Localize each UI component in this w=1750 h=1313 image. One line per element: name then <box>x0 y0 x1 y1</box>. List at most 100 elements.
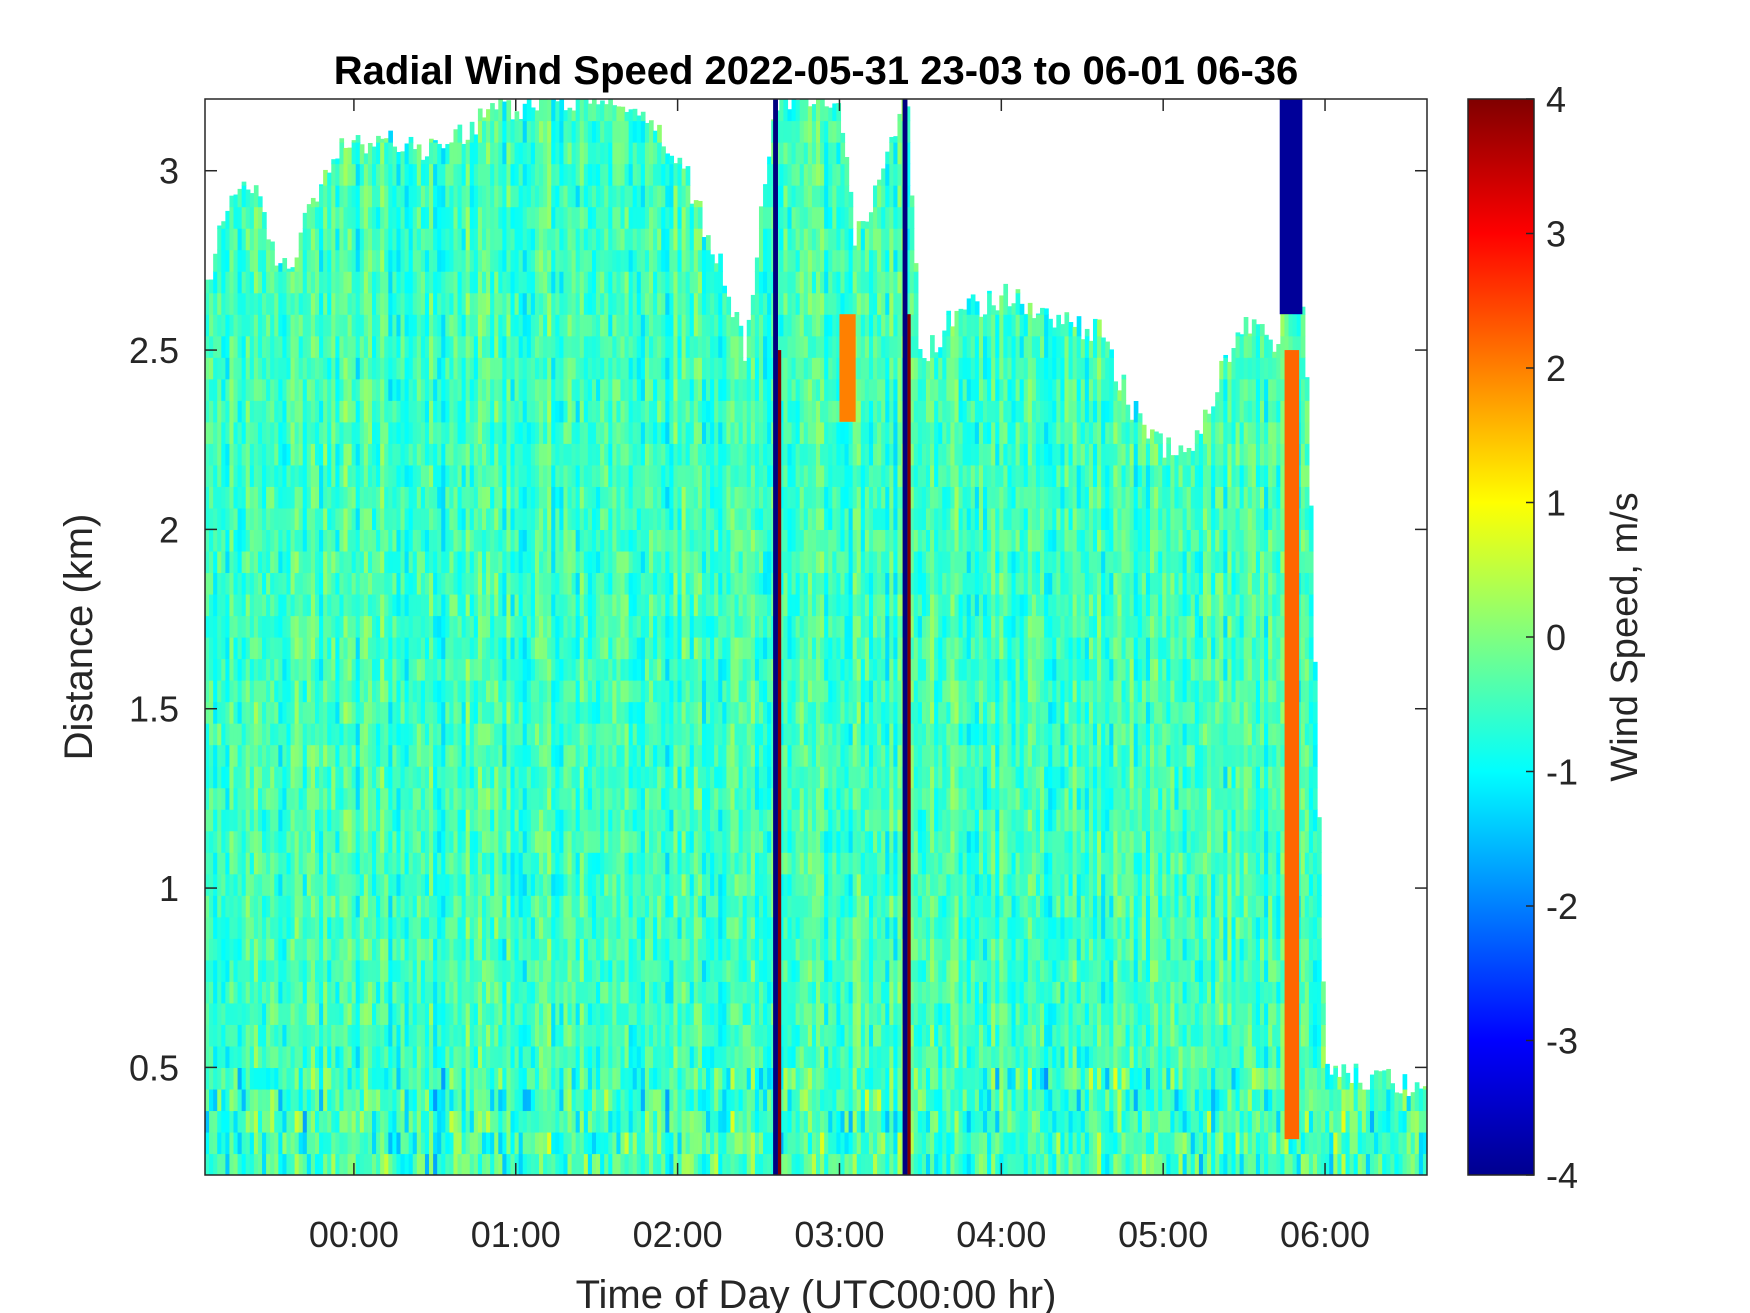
heatmap-cell <box>600 400 605 423</box>
heatmap-cell <box>445 658 450 681</box>
heatmap-cell <box>408 981 414 1004</box>
heatmap-cell <box>400 151 406 165</box>
heatmap-cell <box>620 701 626 724</box>
heatmap-cell <box>274 572 279 595</box>
heatmap-cell <box>583 464 589 487</box>
heatmap-cell <box>547 916 552 939</box>
heatmap-cell <box>213 615 218 638</box>
heatmap-cell <box>376 916 381 939</box>
heatmap-cell <box>339 895 345 918</box>
heatmap-cell <box>539 830 544 853</box>
heatmap-cell <box>547 206 552 229</box>
heatmap-cell <box>579 400 585 423</box>
heatmap-cell <box>343 637 349 660</box>
heatmap-cell <box>290 895 296 918</box>
heatmap-cell <box>575 443 581 466</box>
heatmap-cell <box>530 1088 536 1112</box>
heatmap-cell <box>620 106 626 122</box>
heatmap-cell <box>571 443 577 466</box>
heatmap-cell <box>534 938 540 961</box>
heatmap-cell <box>290 421 296 444</box>
heatmap-cell <box>392 744 398 767</box>
heatmap-cell <box>359 593 365 617</box>
heatmap-cell <box>347 615 353 638</box>
heatmap-cell <box>310 400 316 423</box>
heatmap-cell <box>453 1131 459 1155</box>
heatmap-cell <box>314 787 320 810</box>
heatmap-cell <box>408 357 414 380</box>
heatmap-cell <box>420 916 426 939</box>
heatmap-cell <box>465 421 471 444</box>
heatmap-cell <box>567 378 573 401</box>
heatmap-cell <box>612 1045 617 1068</box>
heatmap-cell <box>461 830 467 853</box>
heatmap-cell <box>534 292 540 315</box>
heatmap-cell <box>396 378 402 401</box>
heatmap-cell <box>494 443 499 466</box>
heatmap-cell <box>253 701 259 724</box>
heatmap-cell <box>343 981 349 1004</box>
heatmap-cell <box>367 1131 373 1155</box>
heatmap-cell <box>331 400 336 423</box>
heatmap-cell <box>530 637 536 660</box>
heatmap-cell <box>461 938 467 961</box>
heatmap-cell <box>384 787 389 810</box>
heatmap-cell <box>229 335 235 358</box>
heatmap-cell <box>298 400 304 423</box>
heatmap-cell <box>323 400 328 423</box>
heatmap-cell <box>441 314 446 337</box>
heatmap-cell <box>600 335 605 358</box>
heatmap-cell <box>229 873 235 896</box>
heatmap-cell <box>388 400 393 423</box>
heatmap-cell <box>457 443 463 466</box>
heatmap-cell <box>306 723 312 746</box>
heatmap-cell <box>400 421 406 444</box>
heatmap-cell <box>506 120 512 143</box>
heatmap-cell <box>229 809 235 832</box>
heatmap-cell <box>209 766 214 789</box>
heatmap-cell <box>494 206 499 229</box>
heatmap-cell <box>372 852 377 875</box>
heatmap-cell <box>543 335 548 358</box>
heatmap-cell <box>306 228 312 251</box>
heatmap-cell <box>217 938 222 961</box>
heatmap-cell <box>404 873 410 896</box>
heatmap-cell <box>363 895 369 918</box>
heatmap-cell <box>465 378 471 401</box>
heatmap-cell <box>624 249 630 272</box>
heatmap-cell <box>465 292 471 315</box>
heatmap-cell <box>551 1002 556 1025</box>
heatmap-cell <box>563 421 569 444</box>
heatmap-cell <box>591 163 597 186</box>
heatmap-cell <box>490 723 495 746</box>
heatmap-cell <box>437 529 442 552</box>
heatmap-cell <box>420 507 426 530</box>
heatmap-cell <box>449 895 455 918</box>
heatmap-cell <box>547 981 552 1004</box>
heatmap-cell <box>229 615 235 638</box>
heatmap-cell <box>355 981 361 1004</box>
heatmap-cell <box>233 981 239 1004</box>
heatmap-cell <box>465 593 471 617</box>
heatmap-cell <box>494 228 499 251</box>
heatmap-cell <box>424 206 430 229</box>
heatmap-cell <box>465 1045 471 1068</box>
heatmap-cell <box>437 550 442 574</box>
heatmap-cell <box>465 701 471 724</box>
heatmap-cell <box>506 744 512 767</box>
heatmap-cell <box>367 1024 373 1047</box>
heatmap-cell <box>253 680 259 703</box>
heatmap-cell <box>335 271 341 294</box>
heatmap-cell <box>571 206 577 229</box>
heatmap-cell <box>274 787 279 810</box>
heatmap-cell <box>327 1110 332 1133</box>
heatmap-cell <box>266 1088 271 1112</box>
heatmap-cell <box>294 615 300 638</box>
heatmap-cell <box>481 142 487 165</box>
heatmap-cell <box>571 1153 577 1175</box>
heatmap-cell <box>596 637 601 660</box>
heatmap-cell <box>563 1153 569 1175</box>
heatmap-cell <box>461 1067 467 1090</box>
heatmap-cell <box>351 550 357 574</box>
heatmap-cell <box>461 1110 467 1133</box>
